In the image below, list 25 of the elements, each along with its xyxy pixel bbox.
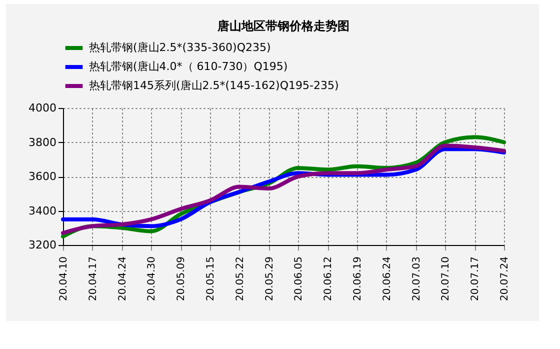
- x-tick-label: 20.06.19: [352, 256, 364, 302]
- legend-label: 热轧带钢(唐山4.0*（ 610-730）Q195): [89, 60, 288, 73]
- x-tick-label: 20.06.05: [294, 256, 305, 302]
- x-tick-label: 20.06.24: [382, 256, 393, 302]
- x-tick-label: 20.04.24: [117, 256, 128, 302]
- x-tick-label: 20.04.30: [146, 256, 158, 302]
- y-tick-label: 3600: [28, 170, 56, 183]
- chart-title: 唐山地区带钢价格走势图: [216, 19, 350, 33]
- x-tick-label: 20.06.12: [323, 256, 334, 302]
- x-tick-label: 20.07.24: [500, 256, 510, 302]
- x-tick-label: 20.04.17: [88, 256, 99, 302]
- x-tick-label: 20.05.29: [264, 256, 276, 302]
- legend-label: 热轧带钢(唐山2.5*(335-360)Q235): [89, 41, 271, 54]
- x-tick-label: 20.07.17: [470, 256, 482, 302]
- y-tick-label: 3800: [28, 136, 56, 149]
- y-tick-label: 4000: [28, 102, 56, 114]
- x-tick-label: 20.07.03: [411, 256, 422, 302]
- x-tick-label: 20.04.10: [58, 256, 70, 302]
- y-tick-label: 3400: [28, 204, 56, 218]
- y-tick-label: 3200: [28, 238, 56, 252]
- x-tick-label: 20.05.22: [234, 256, 246, 302]
- x-tick-label: 20.05.15: [206, 256, 216, 302]
- x-tick-label: 20.07.10: [440, 256, 452, 302]
- legend-label: 热轧带钢145系列(唐山2.5*(145-162)Q195-235): [89, 79, 339, 92]
- x-tick-label: 20.05.09: [176, 256, 188, 302]
